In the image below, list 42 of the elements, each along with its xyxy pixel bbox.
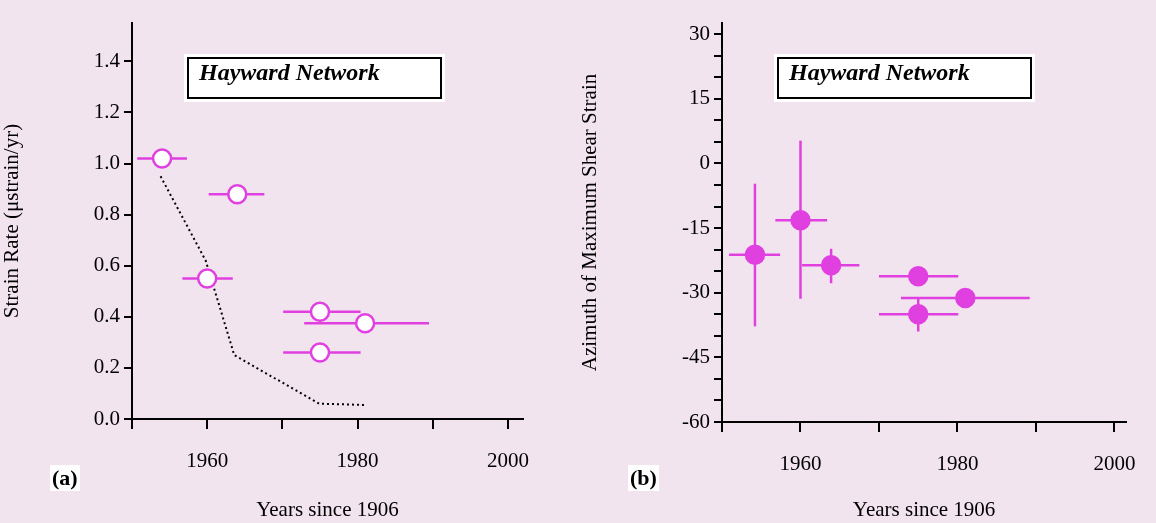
point [196,268,218,289]
y-tick-label: 1.2 [93,98,120,123]
y-axis-title: Strain Rate (μstrain/yr) [0,123,24,319]
y-tick-label: 30 [689,20,710,45]
line-series [159,175,366,406]
y-tick-label: -45 [682,343,710,368]
point [907,304,929,325]
point [744,244,766,266]
x-tick-label: 1960 [186,448,229,473]
point [309,342,331,363]
y-tick-label: 0.4 [93,303,121,328]
x-tick-label: 1980 [936,451,979,476]
text: Hayward Network [187,57,442,99]
text: Hayward Network [777,57,1032,99]
y-tick-label: -15 [682,214,710,239]
point [309,301,331,322]
text: (a) [50,465,80,491]
y-tick-label: 0.6 [93,252,120,277]
y-tick-label: 1.0 [93,150,120,175]
y-tick-label: 0 [699,149,710,174]
y-tick-label: -30 [682,279,710,304]
point [354,312,376,334]
x-axis-title: Years since 1906 [256,496,399,521]
x-axis-title: Years since 1906 [852,496,996,521]
point [227,183,248,205]
point [151,148,173,169]
y-axis-title: Azimuth of Maximum Shear Strain [577,73,602,372]
point [790,210,811,231]
point [907,266,929,287]
y-tick-label: 0.8 [93,201,120,226]
y-tick-label: 0.2 [93,354,120,379]
x-tick-label: 1960 [779,451,822,476]
point [955,287,976,309]
point [820,254,842,276]
y-tick-label: -60 [682,408,710,433]
y-tick-label: 15 [689,85,710,110]
y-tick-label: 1.4 [93,47,121,72]
x-tick-label: 1980 [336,448,379,473]
x-tick-label: 2000 [1093,451,1136,476]
text: (b) [628,465,659,491]
x-tick-label: 2000 [486,448,529,473]
y-tick-label: 0.0 [93,405,120,430]
